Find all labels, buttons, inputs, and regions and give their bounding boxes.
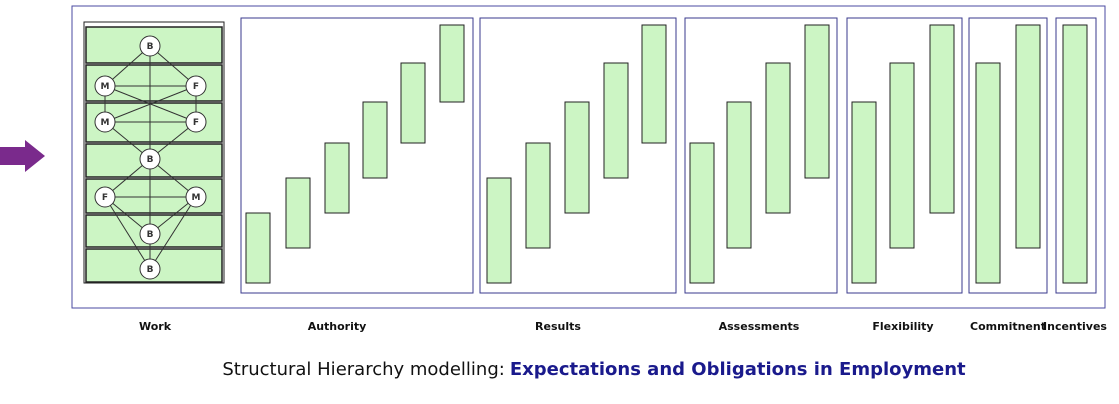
- panel: [479, 17, 677, 294]
- node-label: F: [102, 193, 108, 203]
- node-label: B: [147, 265, 154, 275]
- block: [400, 62, 426, 144]
- panel: [968, 17, 1048, 294]
- panel: [240, 17, 474, 294]
- block: [804, 24, 830, 179]
- panel-label: Incentives: [1043, 320, 1107, 333]
- block: [641, 24, 667, 144]
- block: [1062, 24, 1088, 284]
- panel-label: Work: [139, 320, 172, 333]
- caption-prefix: Structural Hierarchy modelling:: [222, 359, 504, 380]
- panel-label: Authority: [308, 320, 367, 333]
- node: [185, 111, 207, 133]
- caption-emphasis: Expectations and Obligations in Employme…: [510, 359, 966, 380]
- panel: [1055, 17, 1097, 294]
- node-label: M: [101, 118, 110, 128]
- node: [139, 148, 161, 170]
- arrow: [0, 140, 45, 172]
- node-label: M: [192, 193, 201, 203]
- panel-label: Assessments: [719, 320, 800, 333]
- block: [603, 62, 629, 179]
- panel: [684, 17, 838, 294]
- node-label: M: [101, 82, 110, 92]
- block: [285, 177, 311, 249]
- block: [929, 24, 955, 214]
- edge: [149, 196, 197, 270]
- block: [486, 177, 512, 284]
- node-label: B: [147, 42, 154, 52]
- block: [889, 62, 915, 249]
- block: [689, 142, 715, 284]
- node: [185, 75, 207, 97]
- block: [564, 101, 590, 214]
- node-label: F: [193, 118, 199, 128]
- node: [94, 111, 116, 133]
- node-label: F: [193, 82, 199, 92]
- block: [726, 101, 752, 249]
- node: [139, 35, 161, 57]
- node: [94, 75, 116, 97]
- block: [324, 142, 350, 214]
- block: [851, 101, 877, 284]
- caption: Structural Hierarchy modelling: Expectati…: [222, 359, 966, 380]
- panel-label: Commitnent: [970, 320, 1046, 333]
- node: [139, 223, 161, 245]
- outer-frame: [71, 5, 1106, 309]
- block: [525, 142, 551, 249]
- node-label: B: [147, 230, 154, 240]
- block: [362, 101, 388, 179]
- panel-label: Results: [535, 320, 581, 333]
- node-label: B: [147, 155, 154, 165]
- block: [765, 62, 791, 214]
- node: [185, 186, 207, 208]
- panel: [846, 17, 963, 294]
- edge: [104, 196, 151, 270]
- panel-label: Flexibility: [872, 320, 933, 333]
- block: [439, 24, 465, 103]
- block: [245, 212, 271, 284]
- node: [139, 258, 161, 280]
- block: [975, 62, 1001, 284]
- node: [94, 186, 116, 208]
- block: [1015, 24, 1041, 249]
